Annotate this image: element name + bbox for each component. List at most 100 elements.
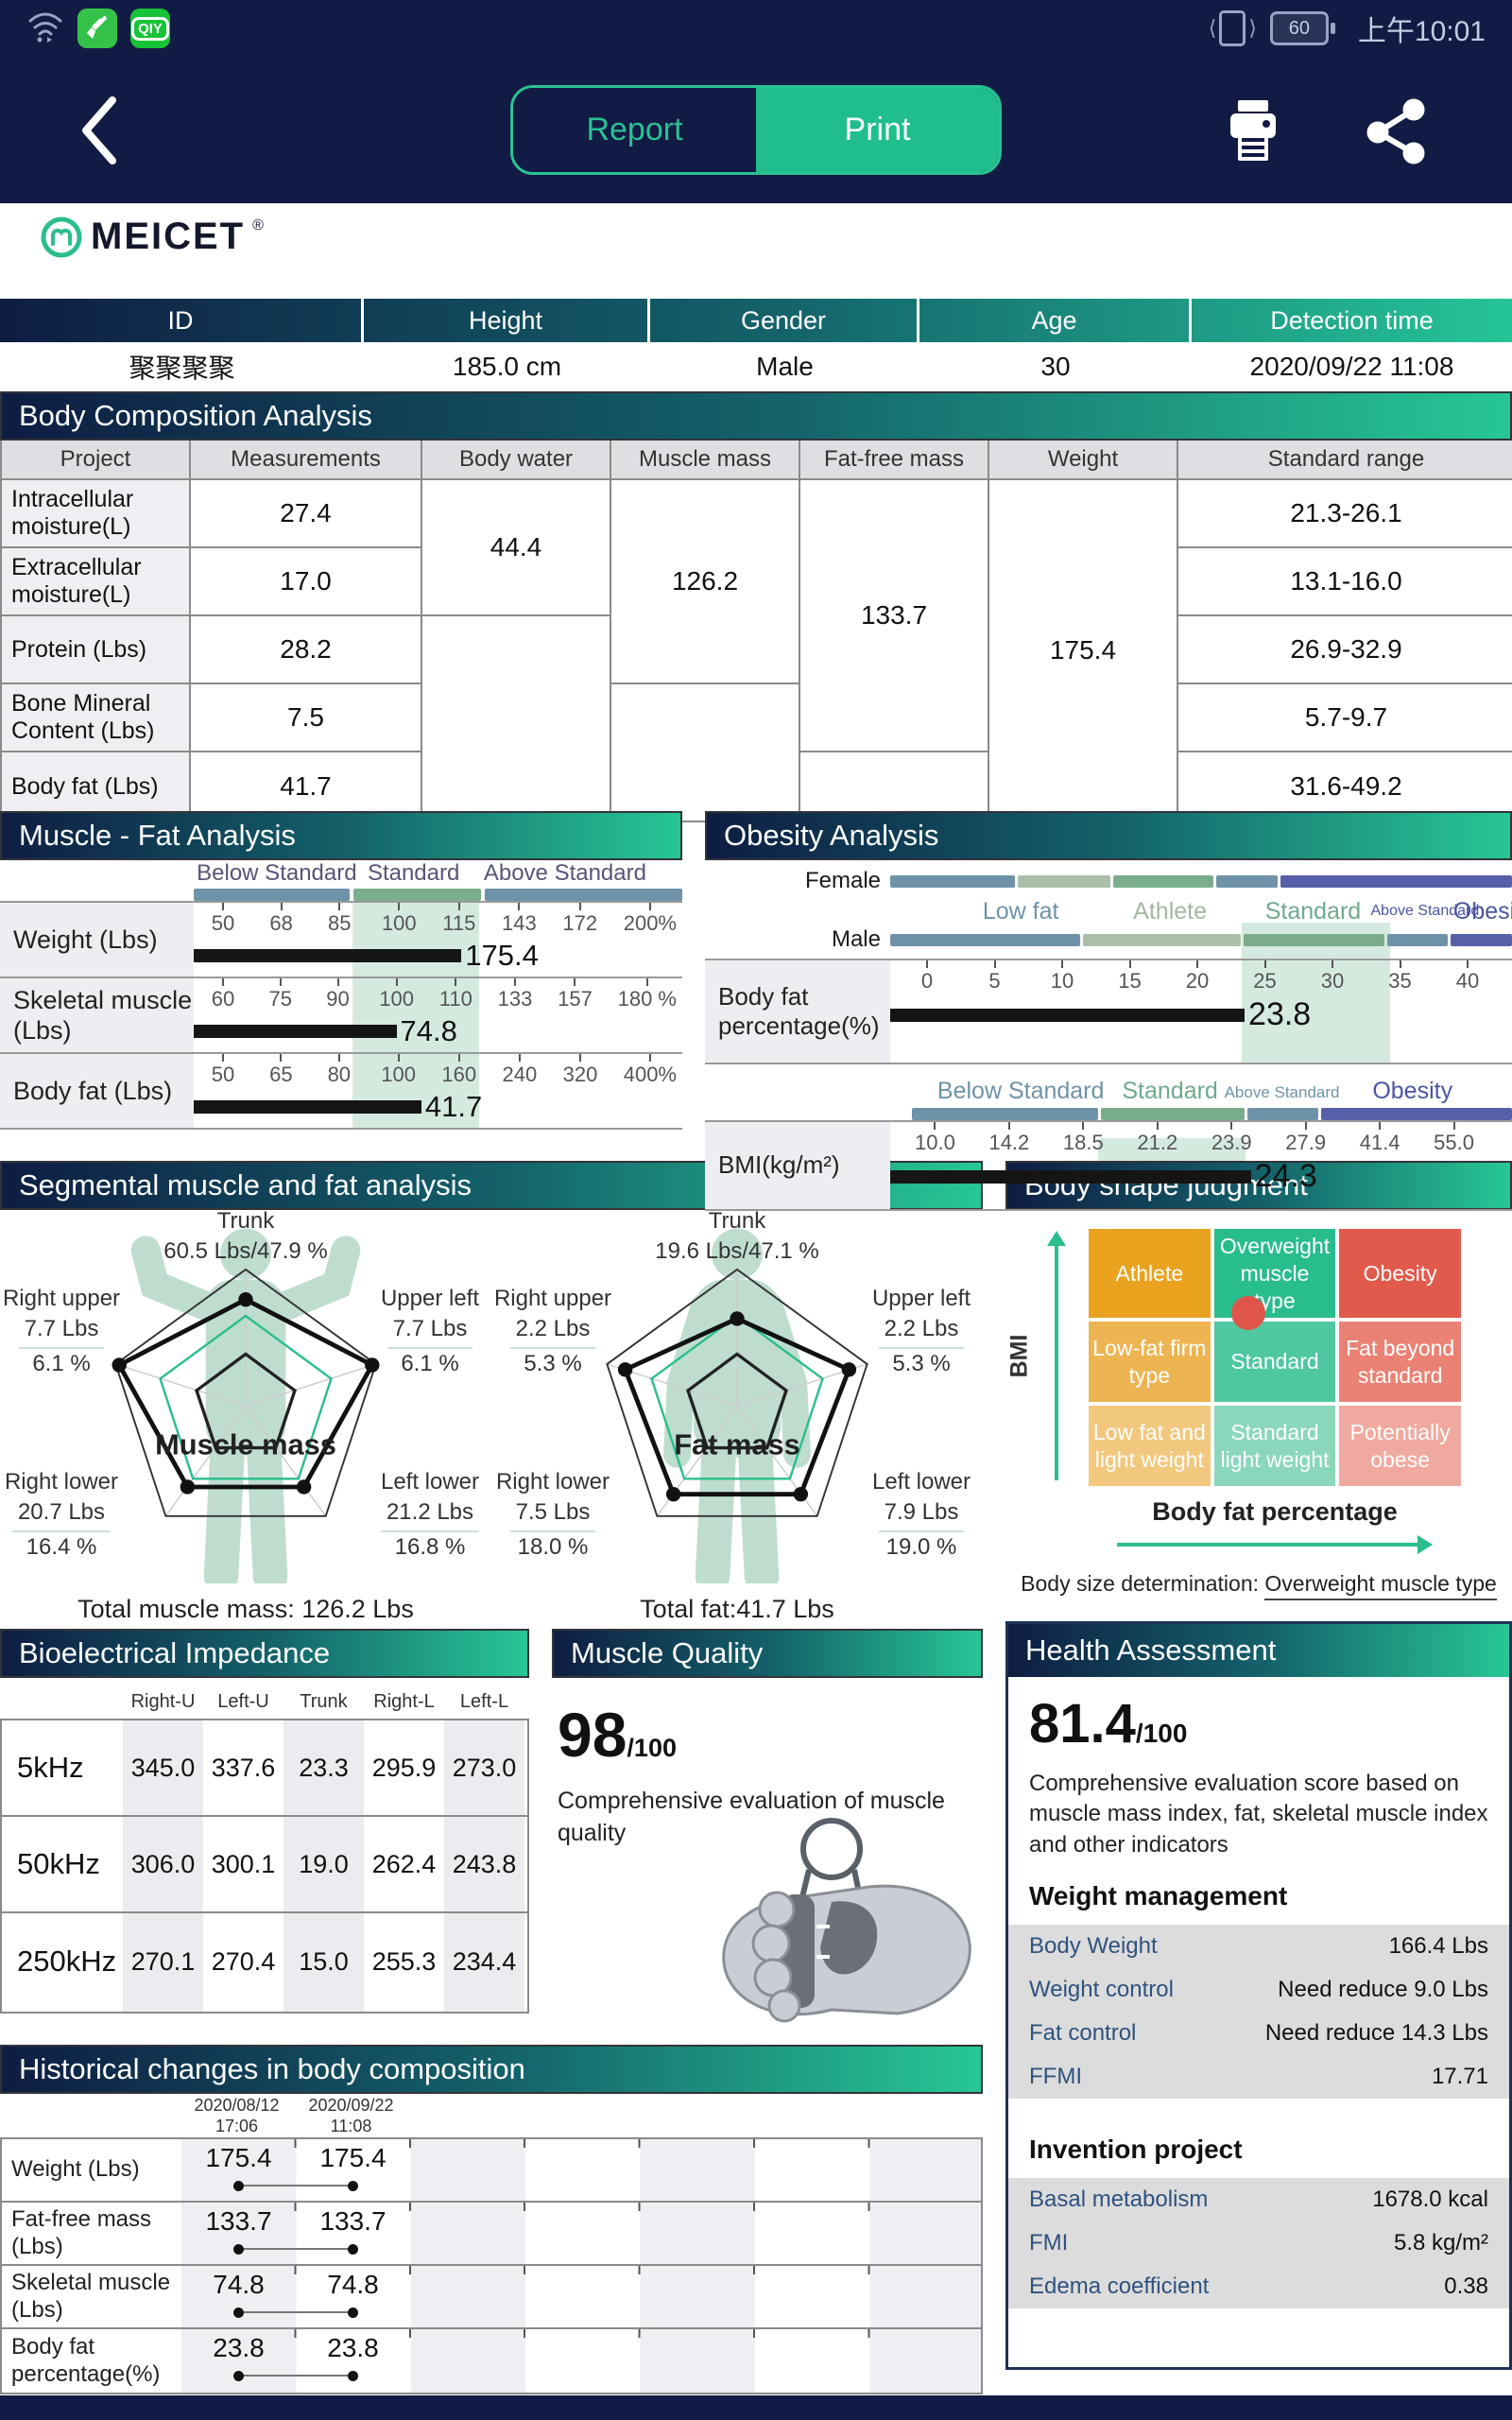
body-shape-cell: Obesity [1339,1229,1461,1319]
impedance-column-headers: Right-U Left-U Trunk Right-L Left-L [130,1691,509,1712]
body-shape-cell: Low-fat firm type [1089,1322,1211,1403]
weight-management-rows: Body Weight 166.4 Lbs Weight control Need … [1008,1925,1509,2100]
patient-value-cell: 30 [1040,352,1071,381]
patient-header-cell: ID [0,299,364,342]
bmi-axis-arrow [1047,1231,1066,1480]
patient-header-cell: Detection time [1270,305,1434,335]
meicet-logo: MEICET ® [40,216,264,259]
muscle-mass-radar: Muscle mass Trunk 60.5 Lbs/47.9 % Right … [0,1208,491,1623]
body-fat-axis-arrow [1117,1535,1433,1554]
standard-polygon [650,1314,824,1480]
row-label: Bone Mineral Content (Lbs) [2,684,191,752]
radar-center-label: Fat mass [674,1427,800,1461]
printer-button[interactable] [1217,95,1289,171]
weight-value: 175.4 [989,480,1178,821]
section-title: Muscle Quality [552,1629,983,1678]
fat-mass-radar: Fat mass Trunk 19.6 Lbs/47.1 % Right upp… [491,1208,983,1623]
bmi-axis-label: BMI [1005,1334,1033,1378]
report-print-toggle: Report Print [510,85,1002,175]
body-shape-cell: Potentially obese [1339,1406,1461,1486]
composition-table: Project Measurements Body water Muscle m… [0,441,1512,822]
muscle-quality-section: Muscle Quality 98/100 Comprehensive eval… [552,1629,983,2033]
vibrate-icon: ⟨ ⟩ [1209,10,1257,46]
body-shape-cell: Standard [1213,1322,1336,1403]
fat-silhouette [663,1228,811,1583]
muscle-fat-section: Muscle - Fat Analysis Below Standard Sta… [0,811,682,1130]
impedance-section: Bioelectrical Impedance Right-U Left-U T… [0,1629,529,2014]
section-title: Historical changes in body composition [0,2045,983,2094]
patient-header-cell: Height [364,299,650,342]
fat-free-mass-value: 133.7 [800,480,989,752]
muscle-mass-value: 126.2 [611,480,800,684]
body-shape-grid: Athlete Overweight muscle type Obesity Low-… [1089,1229,1461,1486]
male-label: Male [831,926,881,952]
status-bar: QIY ⟨ ⟩ 60 上午10:01 [0,0,1512,57]
patient-header-row: ID Height Gender Age Detection time [0,299,1512,342]
health-assessment-card: Health Assessment 81.4/100 Comprehensive… [1005,1621,1512,2370]
section-title: Body Composition Analysis [0,391,1512,441]
patient-value-cell: 2020/09/22 11:08 [1249,352,1454,381]
patient-value-cell: Male [756,352,814,381]
female-label: Female [804,868,881,893]
section-title: Health Assessment [1008,1624,1509,1677]
history-row: Body fat percentage(%) 23.8 23.8 [2,2329,981,2393]
data-polygon [115,1296,376,1490]
body-fat-percentage-chart: Female Low fat Athlete Standard Above St… [705,860,1512,1064]
body-shape-cell: Fat beyond standard [1339,1322,1461,1403]
patient-header-cell: Gender [650,299,919,342]
determination-value: Overweight muscle type [1264,1571,1497,1600]
body-shape-section: Body shape judgment BMI Athlete Overweigh… [1005,1161,1512,1654]
muscle-quality-score: 98 [558,1700,627,1770]
print-tab[interactable]: Print [756,88,999,172]
patient-value-row: 聚聚聚聚 185.0 cm Male 30 2020/09/22 11:08 [0,342,1512,391]
data-polygon [622,1316,852,1497]
section-title: Muscle - Fat Analysis [0,811,682,860]
patient-value-cell: 聚聚聚聚 [129,354,235,383]
weight-scale-row: Weight (Lbs) 50 68 85 100 115 143 172 200% 175.… [0,901,682,977]
body-fat-scale-row: Body fat (Lbs) 50 65 80 100 160 240 320 400% 41… [0,1052,682,1130]
weight-management-title: Weight management [1029,1881,1288,1911]
body-shape-cell: Athlete [1089,1229,1211,1319]
segmental-section: Segmental muscle and fat analysis [0,1161,983,1623]
clock-text: 上午10:01 [1357,16,1486,47]
history-dates: 2020/08/12 17:06 2020/09/22 11:08 [194,2096,394,2135]
body-shape-cell: Standard light weight [1213,1406,1336,1486]
total-muscle-mass: Total muscle mass: 126.2 Lbs [77,1595,414,1623]
row-label: Intracellular moisture(L) [2,480,191,548]
radar-center-label: Muscle mass [155,1427,336,1461]
section-title: Obesity Analysis [705,811,1512,860]
report-tab[interactable]: Report [513,88,756,172]
history-table: Weight (Lbs) 175.4 175.4 Fat-free mass (… [0,2137,983,2394]
history-row: Skeletal muscle (Lbs) 74.8 74.8 [2,2266,981,2329]
share-button[interactable] [1361,95,1433,171]
history-row: Weight (Lbs) 175.4 175.4 [2,2139,981,2203]
impedance-table: 5kHz 345.0 337.6 23.3 295.9 273.0 50kHz … [0,1719,529,2014]
invention-project-title: Invention project [1029,2135,1243,2165]
meicet-logo-icon [41,216,82,258]
bmi-chart: Below Standard Standard Above Standard O… [705,1078,1512,1211]
row-label: Extracellular moisture(L) [2,548,191,616]
back-button[interactable] [71,93,128,168]
brand-name: MEICET [91,216,246,257]
skeletal-muscle-scale-row: Skeletal muscle (Lbs) 60 75 90 100 110 133 157… [0,977,682,1052]
nav-bar: Report Print [0,57,1512,203]
history-section: Historical changes in body composition 2… [0,2045,983,2394]
body-shape-cell: Low fat and light weight [1089,1406,1211,1486]
x-axis-label: Body fat percentage [1152,1497,1398,1526]
impedance-row: 250kHz 270.1 270.4 15.0 255.3 234.4 [17,1945,517,1978]
patient-info-table: ID Height Gender Age Detection time 聚聚聚聚 185.… [0,299,1512,391]
cleaner-app-icon [77,9,117,48]
row-label: Protein (Lbs) [2,616,191,684]
body-composition-section: Body Composition Analysis Project Measur… [0,391,1512,822]
obesity-section: Obesity Analysis Female Low fat Athlete … [705,811,1512,1211]
patient-header-cell: Age [919,299,1192,342]
section-title: Bioelectrical Impedance [0,1629,529,1678]
impedance-row: 5kHz 345.0 337.6 23.3 295.9 273.0 [2,1720,527,1817]
muscle-fat-chart: Below Standard Standard Above Standard W… [0,860,682,1130]
total-fat: Total fat:41.7 Lbs [640,1595,834,1623]
patient-value-cell: 185.0 cm [452,352,562,381]
row-label: Body fat (Lbs) [2,752,191,821]
body-water-value: 44.4 [422,480,611,616]
standard-polygon [159,1314,333,1480]
section-title: Body shape judgment [1005,1161,1512,1210]
